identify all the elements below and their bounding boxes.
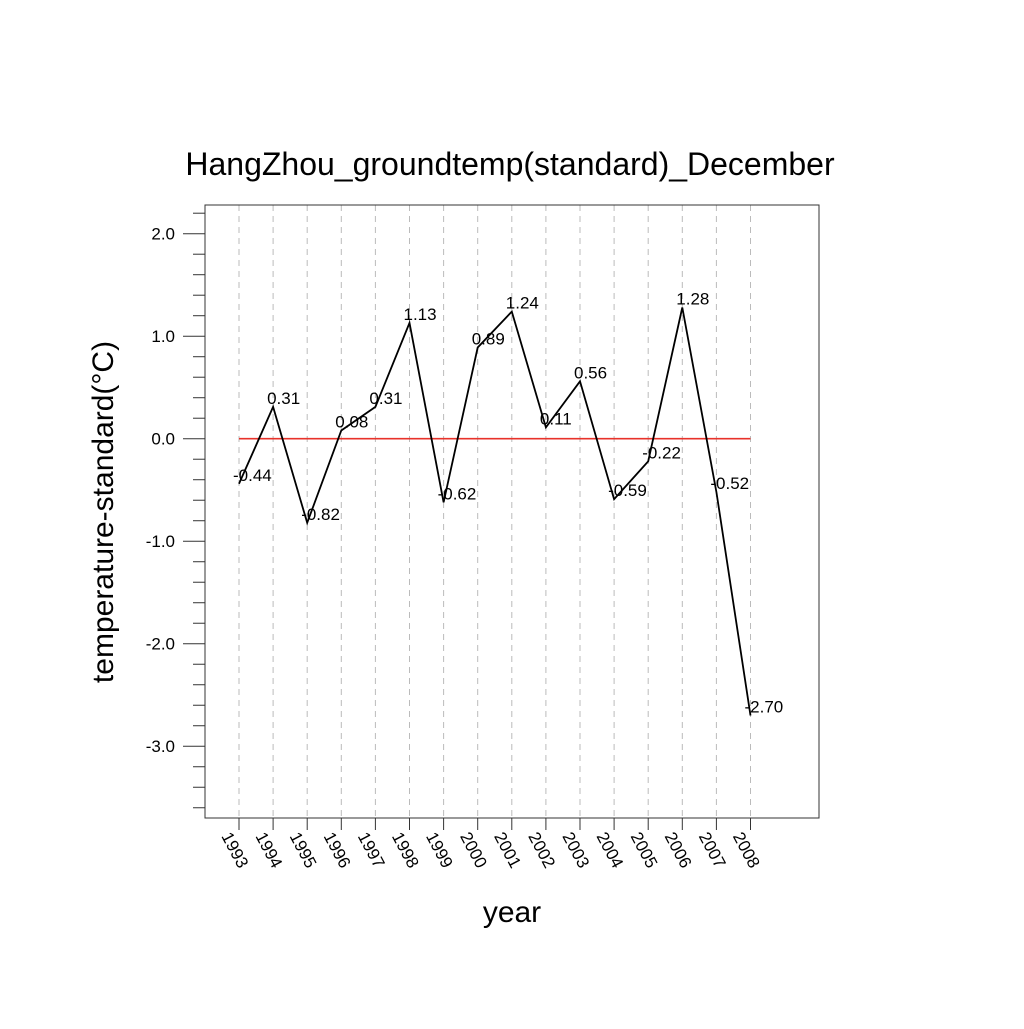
data-label: -0.82 [301, 505, 340, 524]
data-label: 0.08 [335, 413, 368, 432]
x-tick-label: 1997 [354, 829, 389, 871]
x-tick-label: 2007 [695, 829, 730, 871]
x-tick-label: 2005 [627, 829, 662, 871]
x-tick-label: 2006 [661, 829, 696, 871]
data-label: 0.31 [369, 389, 402, 408]
series-layer [238, 307, 752, 716]
x-tick-label: 1996 [320, 829, 355, 871]
data-label-layer: -0.440.31-0.820.080.311.13-0.620.891.240… [233, 290, 783, 717]
y-tick-label: -2.0 [146, 635, 175, 654]
x-tick-label: 1995 [286, 829, 321, 871]
data-label: -2.70 [745, 697, 784, 716]
x-tick-label: 2001 [490, 829, 525, 871]
chart-title: HangZhou_groundtemp(standard)_December [185, 146, 835, 182]
x-tick-label: 1993 [217, 829, 252, 871]
data-label: -0.62 [438, 484, 477, 503]
data-label: -0.59 [608, 481, 647, 500]
data-label: 0.11 [540, 409, 572, 428]
y-tick-label: 2.0 [151, 225, 175, 244]
x-tick-label: 2003 [558, 829, 593, 871]
y-tick-label: -1.0 [146, 532, 175, 551]
x-axis-label: year [483, 896, 541, 929]
y-tick-label: 0.0 [151, 430, 175, 449]
data-label: 1.24 [506, 294, 539, 313]
data-label: -0.44 [233, 466, 272, 485]
y-axis-label: temperature-standard(°C) [87, 341, 120, 683]
x-tick-label: 2000 [456, 829, 491, 871]
data-label: 0.89 [472, 329, 505, 348]
x-tick-label: 2004 [593, 829, 628, 871]
data-label: 1.13 [404, 305, 437, 324]
x-tick-label: 1994 [252, 829, 287, 871]
grid-lines [238, 205, 751, 818]
data-label: 0.56 [574, 363, 607, 382]
data-label: -0.52 [710, 474, 749, 493]
x-axis: 1993 1994 1995 1996 1997 1998 1999 2000 2001 2002… [217, 818, 764, 871]
data-label: -0.22 [642, 443, 681, 462]
data-label: 1.28 [676, 290, 709, 309]
x-tick-label: 1998 [388, 829, 423, 871]
x-tick-label: 2008 [729, 829, 764, 871]
y-tick-label: 1.0 [151, 327, 175, 346]
x-tick-label: 1999 [422, 829, 457, 871]
y-axis: 2.0 1.0 0.0 -1.0 -2.0 -3.0 [146, 212, 205, 809]
x-tick-label: 2002 [524, 829, 559, 871]
data-label: 0.31 [267, 389, 300, 408]
y-tick-label: -3.0 [146, 737, 175, 756]
series-line [238, 307, 752, 716]
